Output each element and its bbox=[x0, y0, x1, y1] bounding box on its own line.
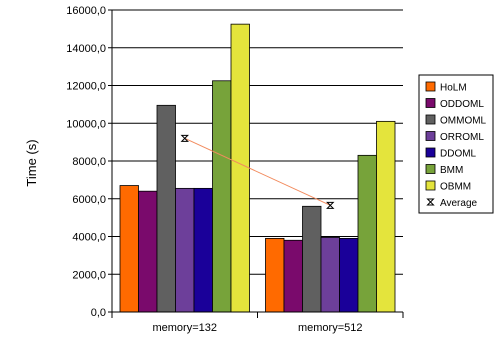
bar-orroml-1 bbox=[175, 187, 195, 313]
bar-oddoml-2 bbox=[283, 239, 303, 313]
y-tick-label: 12000,0 bbox=[66, 81, 106, 93]
bar-ddoml-1 bbox=[193, 187, 213, 313]
x-category-label: memory=512 bbox=[298, 322, 363, 334]
y-tick-label: 10000,0 bbox=[66, 118, 106, 130]
bars bbox=[119, 23, 396, 313]
legend-swatch-orroml bbox=[425, 131, 436, 141]
bar-obmm-1 bbox=[230, 23, 250, 313]
legend-swatch-ddoml bbox=[425, 147, 436, 158]
legend-label-average: Average bbox=[440, 198, 478, 209]
legend-label-ommoml: OMMOML bbox=[440, 116, 487, 127]
legend-swatch-bmm bbox=[425, 164, 436, 174]
legend-label-obmm: OBMM bbox=[440, 182, 471, 193]
average-line-path bbox=[184, 137, 331, 206]
y-tick-label: 6000,0 bbox=[72, 194, 106, 206]
bar-holm-1 bbox=[119, 185, 139, 313]
legend: HoLM ODDOML OMMOML ORROML DDOML BMM OBMM Averag… bbox=[418, 74, 494, 214]
y-tick-label: 8000,0 bbox=[72, 156, 106, 168]
legend-marker-average bbox=[426, 198, 435, 206]
legend-label-holm: HoLM bbox=[440, 83, 467, 94]
y-tick-labels: 0,0 2000,0 4000,0 6000,0 8000,0 10000,0 12000,… bbox=[66, 5, 106, 319]
y-tick-label: 2000,0 bbox=[72, 269, 106, 281]
axes bbox=[111, 10, 404, 318]
y-tick-label: 4000,0 bbox=[72, 232, 106, 244]
average-line bbox=[180, 134, 335, 209]
bar-obmm-2 bbox=[376, 120, 396, 313]
legend-label-ddoml: DDOML bbox=[440, 149, 477, 160]
bar-oddoml-1 bbox=[138, 190, 158, 313]
average-marker-1 bbox=[180, 134, 189, 142]
legend-label-bmm: BMM bbox=[440, 165, 463, 176]
bar-ommoml-2 bbox=[302, 205, 322, 313]
bar-bmm-1 bbox=[212, 80, 232, 313]
legend-label-oddoml: ODDOML bbox=[440, 99, 484, 110]
legend-swatch-holm bbox=[425, 81, 436, 92]
bar-holm-2 bbox=[265, 237, 285, 313]
x-category-labels: memory=132 memory=512 bbox=[152, 322, 362, 334]
legend-swatch-obmm bbox=[425, 180, 436, 191]
legend-label-orroml: ORROML bbox=[440, 132, 484, 143]
bar-orroml-2 bbox=[320, 237, 340, 313]
average-marker-2 bbox=[326, 201, 335, 209]
bar-ommoml-1 bbox=[156, 104, 176, 313]
legend-swatch-ommoml bbox=[425, 114, 436, 125]
y-tick-label: 14000,0 bbox=[66, 43, 106, 55]
bar-bmm-2 bbox=[357, 154, 377, 313]
y-axis-label: Time (s) bbox=[24, 139, 39, 186]
x-category-label: memory=132 bbox=[152, 322, 217, 334]
y-tick-label: 16000,0 bbox=[66, 5, 106, 17]
y-tick-label: 0,0 bbox=[91, 307, 106, 319]
bar-ddoml-2 bbox=[339, 237, 359, 313]
legend-swatch-oddoml bbox=[425, 98, 436, 108]
